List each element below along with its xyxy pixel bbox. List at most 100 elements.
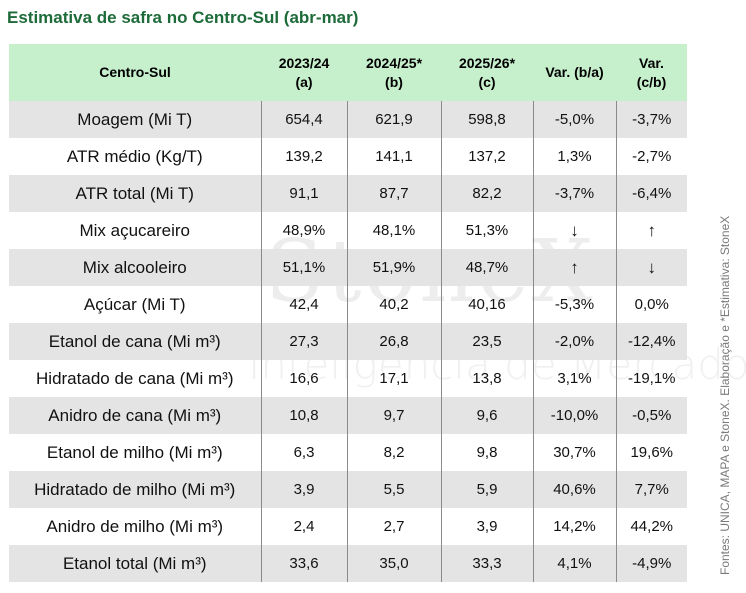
header-var-cb: Var. (c/b) [616,44,687,101]
cell-var-ba: 14,2% [532,508,616,545]
cell-2024-25: 8,2 [346,434,441,471]
cell-var-cb: 44,2% [615,508,687,545]
row-label: ATR médio (Kg/T) [66,146,203,166]
cell-var-cb: 7,7% [615,471,687,508]
table-title: Estimativa de safra no Centro-Sul (abr-m… [7,8,359,27]
cell-2024-25: 51,9% [346,249,441,286]
table-row: Etanol total (Mi m³) 33,6 35,0 33,3 4,1% -4,9… [9,545,687,582]
cell-2023-24: 3,9 [260,471,347,508]
cell-2024-25: 26,8 [346,323,441,360]
header-label: Centro-Sul [9,44,261,101]
cell-2023-24: 27,3 [260,323,347,360]
row-label: Hidratado de cana (Mi m³) [36,368,234,388]
table-row: Anidro de cana (Mi m³) 10,8 9,7 9,6 -10,0% -0… [9,397,687,434]
cell-2023-24: 48,9% [260,212,347,249]
row-label: Etanol de cana (Mi m³) [9,323,261,360]
cell-2024-25: 87,7 [346,175,441,212]
cell-2025-26: 82,2 [440,175,533,212]
table-row: Etanol de cana (Mi m³) 27,3 26,8 23,5 -2,0% -… [9,323,687,360]
cell-var-cb: -6,4% [615,175,687,212]
cell-var-cb: -2,7% [615,138,687,175]
cell-var-ba: -10,0% [532,397,616,434]
row-label: Açúcar (Mi T) [83,294,186,314]
row-label: Anidro de cana (Mi m³) [9,397,261,434]
cell-2025-26: 9,8 [440,434,533,471]
cell-2024-25: 17,1 [346,360,441,397]
cell-var-cb: ↑ [615,212,687,249]
cell-2024-25: 621,9 [346,101,441,138]
header-row: Centro-Sul 2023/24 (a) 2024/25* (b) 2025/2… [9,44,687,101]
cell-2025-26: 3,9 [440,508,533,545]
header-col-c: 2025/26* (c) [441,44,533,101]
cell-var-ba: -3,7% [532,175,616,212]
cell-2023-24: 33,6 [260,545,347,582]
row-label: Anidro de milho (Mi m³) [46,516,224,536]
cell-2025-26: 51,3% [440,212,533,249]
table-row: Mix açucareiro 48,9% 48,1% 51,3% ↓ ↑ [9,212,687,249]
cell-2023-24: 654,4 [260,101,347,138]
cell-var-ba: -5,3% [532,286,616,323]
row-label: Mix açucareiro [79,220,191,240]
cell-var-ba: 3,1% [532,360,616,397]
cell-2023-24: 2,4 [260,508,347,545]
cell-var-ba: 30,7% [532,434,616,471]
row-label: Hidratado de milho (Mi m³) [9,471,261,508]
cell-2025-26: 9,6 [440,397,533,434]
cell-2025-26: 137,2 [440,138,533,175]
harvest-estimate-table: Centro-Sul 2023/24 (a) 2024/25* (b) 2025/2… [9,44,687,582]
cell-2023-24: 6,3 [260,434,347,471]
cell-var-cb: -0,5% [615,397,687,434]
header-col-a: 2023/24 (a) [261,44,347,101]
cell-2024-25: 48,1% [346,212,441,249]
table-row: Etanol de milho (Mi m³) 6,3 8,2 9,8 30,7% 19,… [9,434,687,471]
cell-2025-26: 13,8 [440,360,533,397]
row-label: Etanol de milho (Mi m³) [46,442,223,462]
cell-2024-25: 5,5 [346,471,441,508]
cell-var-ba: -5,0% [532,101,616,138]
header-col-b: 2024/25* (b) [347,44,441,101]
cell-2025-26: 40,16 [440,286,533,323]
cell-2024-25: 2,7 [346,508,441,545]
row-label: Moagem (Mi T) [9,101,261,138]
cell-2023-24: 51,1% [260,249,347,286]
cell-2023-24: 42,4 [260,286,347,323]
cell-2023-24: 91,1 [260,175,347,212]
cell-var-cb: 19,6% [615,434,687,471]
cell-2024-25: 141,1 [346,138,441,175]
cell-2023-24: 16,6 [260,360,347,397]
header-var-ba: Var. (b/a) [533,44,616,101]
cell-2025-26: 23,5 [440,323,533,360]
cell-var-ba: ↑ [532,249,616,286]
cell-2024-25: 40,2 [346,286,441,323]
cell-2025-26: 5,9 [440,471,533,508]
table-row: Mix alcooleiro 51,1% 51,9% 48,7% ↑ ↓ [9,249,687,286]
cell-2024-25: 35,0 [346,545,441,582]
table-row: Hidratado de milho (Mi m³) 3,9 5,5 5,9 40,6%… [9,471,687,508]
cell-2023-24: 10,8 [260,397,347,434]
cell-var-ba: 4,1% [532,545,616,582]
cell-var-cb: 0,0% [615,286,687,323]
cell-var-cb: -3,7% [615,101,687,138]
cell-2023-24: 139,2 [260,138,347,175]
cell-2024-25: 9,7 [346,397,441,434]
cell-2025-26: 33,3 [440,545,533,582]
table-row: Açúcar (Mi T) 42,4 40,2 40,16 -5,3% 0,0% [9,286,687,323]
cell-var-cb: -19,1% [615,360,687,397]
row-label: Etanol total (Mi m³) [9,545,261,582]
source-note: Fontes: UNICA, MAPA e StoneX. Elaboração… [718,215,732,575]
cell-var-ba: ↓ [532,212,616,249]
table-row: ATR médio (Kg/T) 139,2 141,1 137,2 1,3% -2,7% [9,138,687,175]
cell-var-ba: -2,0% [532,323,616,360]
cell-var-cb: -12,4% [615,323,687,360]
cell-var-ba: 40,6% [532,471,616,508]
cell-var-cb: -4,9% [615,545,687,582]
cell-var-cb: ↓ [615,249,687,286]
cell-var-ba: 1,3% [532,138,616,175]
table-row: ATR total (Mi T) 91,1 87,7 82,2 -3,7% -6,4% [9,175,687,212]
table-row: Anidro de milho (Mi m³) 2,4 2,7 3,9 14,2% 44,… [9,508,687,545]
table-row: Hidratado de cana (Mi m³) 16,6 17,1 13,8 3,1… [9,360,687,397]
row-label: Mix alcooleiro [9,249,261,286]
cell-2025-26: 598,8 [440,101,533,138]
row-label: ATR total (Mi T) [9,175,261,212]
table-row: Moagem (Mi T) 654,4 621,9 598,8 -5,0% -3,7% [9,101,687,138]
